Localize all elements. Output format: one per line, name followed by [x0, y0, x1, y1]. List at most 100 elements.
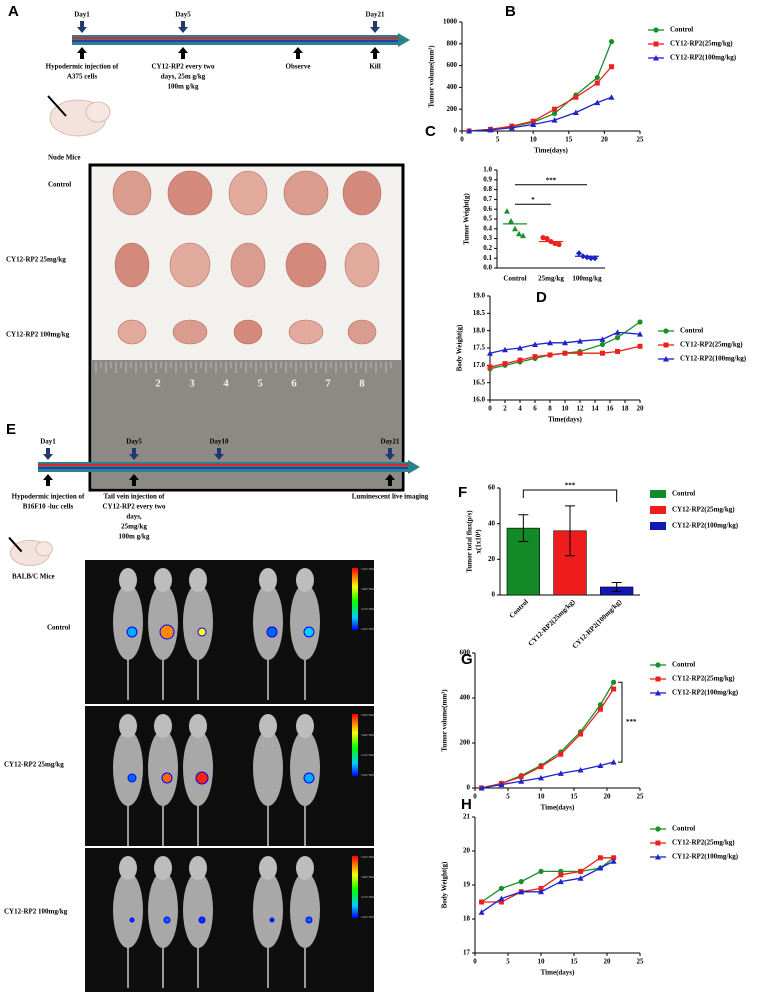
x-tick-label: 8 [548, 405, 552, 413]
mouse-head [189, 714, 207, 738]
marker [597, 855, 603, 861]
y-tick-label: 20 [463, 847, 471, 855]
ruler-number: 4 [223, 378, 229, 390]
legend-label: CY12-RP2(100mg/kg) [680, 355, 747, 363]
x-tick-label: 5 [506, 793, 510, 801]
y-tick-label: 16.0 [473, 396, 486, 404]
legend-label: CY12-RP2(100mg/kg) [670, 54, 737, 62]
x-tick-label: 10 [530, 136, 538, 144]
tumor [288, 319, 324, 345]
marker [498, 781, 505, 788]
row-label: Control [47, 624, 70, 632]
luminescence [266, 626, 278, 638]
y-tick-label: 400 [447, 83, 458, 91]
mouse-head [259, 856, 277, 880]
legend-label: CY12-RP2(25mg/kg) [680, 341, 743, 349]
legend-marker [663, 342, 669, 348]
tumor [342, 170, 382, 216]
colorbar-label: 5.0e+004 [361, 567, 374, 571]
mouse-body [113, 872, 143, 948]
marker [594, 80, 600, 86]
step-arrow [129, 474, 139, 486]
marker [502, 361, 508, 367]
y-tick-label: 16.5 [473, 378, 486, 386]
x-tick-label: 15 [571, 793, 579, 801]
luminescence [163, 916, 171, 924]
x-tick-label: 0 [473, 793, 477, 801]
x-tick-label: 25 [637, 136, 645, 144]
y-axis-label: Tumor volume(mm³) [441, 689, 449, 752]
mouse-head [296, 714, 314, 738]
colorbar-label: 2.5e+004 [361, 895, 374, 899]
tumor [172, 319, 208, 345]
colorbar-label: 5.0e+003 [361, 773, 374, 777]
tumor [112, 170, 152, 216]
x-tick-label: 10 [538, 958, 546, 966]
y-tick-label: 0.3 [483, 234, 492, 242]
legend-marker [655, 662, 661, 668]
panel-letter: A [8, 3, 19, 20]
tumor [285, 242, 327, 288]
legend-marker [655, 826, 661, 832]
marker [551, 117, 558, 123]
marker [487, 364, 493, 370]
y-tick-label: 19.0 [473, 292, 486, 300]
x-tick-label: 12 [577, 405, 585, 413]
marker [572, 109, 579, 115]
axis-line [489, 296, 640, 401]
marker [594, 99, 601, 106]
marker [610, 858, 617, 864]
axis-line [474, 817, 640, 954]
marker [532, 354, 538, 360]
mouse-head [119, 856, 137, 880]
legend-marker [655, 840, 661, 846]
x-axis-label: Time(days) [534, 147, 568, 155]
step-label: Luminescent live imaging [352, 493, 429, 501]
y-tick-label: 17.5 [473, 344, 486, 352]
luminescence [161, 772, 173, 784]
marker [608, 94, 615, 100]
luminescence [129, 917, 135, 923]
tumor [347, 319, 377, 345]
y-tick-label: 0.6 [483, 205, 492, 213]
y-tick-label: 0.8 [483, 185, 492, 193]
tumor [230, 242, 266, 288]
x-tick-label: 0 [488, 405, 492, 413]
day-label: Day21 [365, 11, 385, 19]
tumor [228, 170, 268, 216]
legend-label: CY12-RP2(100mg/kg) [672, 522, 739, 530]
step-arrow [178, 47, 188, 59]
x-tick-label: 14 [592, 405, 600, 413]
legend-swatch [650, 490, 666, 498]
marker [577, 767, 584, 773]
y-axis-unit: x(1x10⁴) [475, 529, 483, 554]
marker [478, 785, 485, 791]
legend-label: Control [670, 26, 693, 34]
day-arrow [178, 21, 188, 33]
ruler-number: 7 [325, 378, 331, 390]
x-tick-label: 0 [473, 958, 477, 966]
day-label: Day5 [126, 438, 142, 446]
day-arrow [214, 448, 224, 460]
x-axis-label: Time(days) [548, 416, 582, 424]
legend-marker [655, 690, 661, 696]
timeline-arrowhead [408, 460, 420, 474]
marker [578, 731, 584, 737]
luminescence [198, 916, 206, 924]
mouse-head [154, 714, 172, 738]
colorbar-label: 3.8e+004 [361, 733, 374, 737]
legend-marker [653, 27, 659, 33]
marker [532, 341, 538, 348]
marker [516, 230, 522, 237]
x-tick-label: 25 [637, 793, 645, 801]
marker [530, 121, 537, 127]
mouse-head [154, 856, 172, 880]
marker [557, 770, 564, 776]
x-axis-label: Time(days) [541, 804, 575, 812]
marker [518, 778, 525, 784]
colorbar [352, 856, 358, 918]
significance-label: *** [565, 482, 576, 490]
panel-letter: B [505, 3, 516, 20]
x-tick-label: 16 [607, 405, 615, 413]
